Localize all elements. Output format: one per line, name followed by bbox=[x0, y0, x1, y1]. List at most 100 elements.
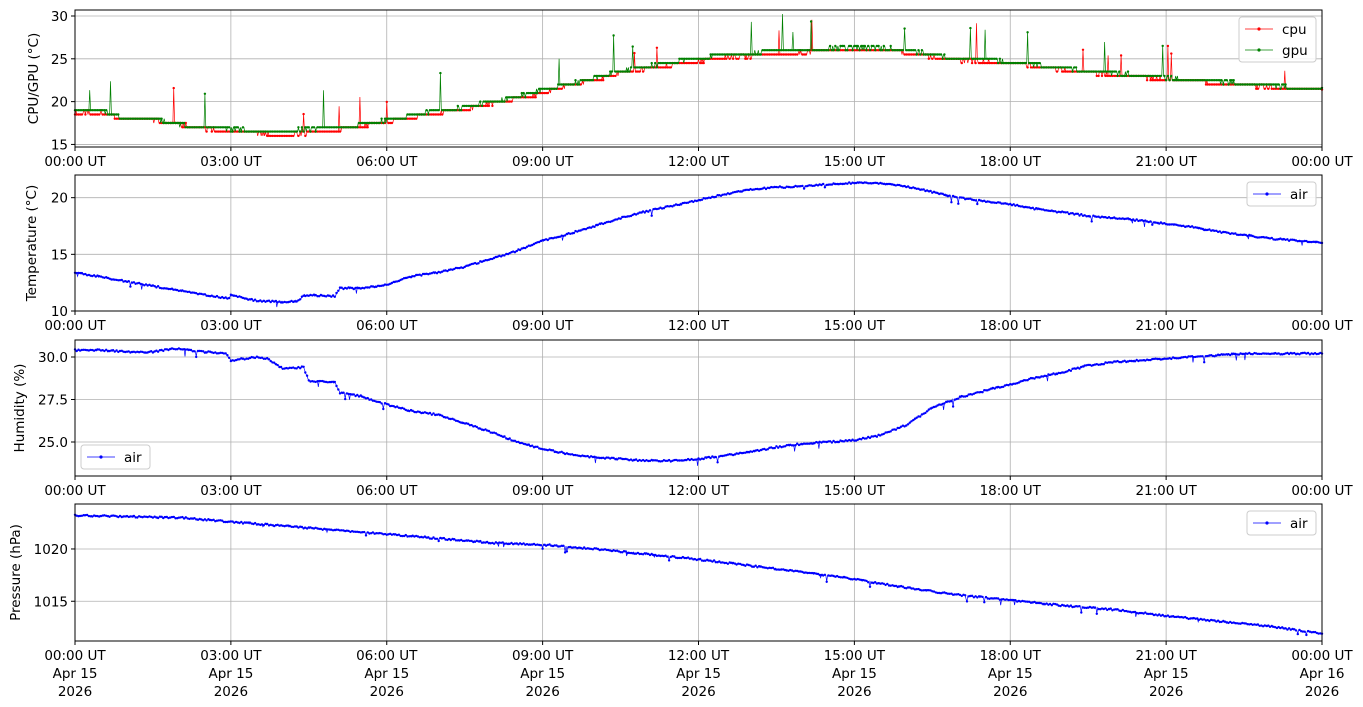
data-point bbox=[802, 442, 806, 445]
data-point bbox=[711, 53, 714, 56]
data-point bbox=[1017, 381, 1021, 384]
data-point bbox=[1047, 66, 1050, 69]
data-point bbox=[99, 109, 103, 112]
data-point bbox=[770, 446, 773, 449]
data-point bbox=[671, 61, 674, 65]
data-point bbox=[991, 386, 995, 390]
data-point bbox=[822, 440, 825, 443]
data-point bbox=[695, 458, 698, 461]
legend: air bbox=[1246, 510, 1317, 536]
data-point bbox=[650, 61, 653, 65]
data-point bbox=[686, 556, 690, 559]
data-point bbox=[1158, 613, 1161, 616]
data-point bbox=[1002, 385, 1005, 388]
data-point bbox=[1064, 66, 1067, 69]
data-point bbox=[809, 571, 813, 575]
data-point bbox=[1298, 353, 1301, 356]
data-point bbox=[162, 287, 165, 290]
data-point bbox=[399, 117, 402, 120]
data-point bbox=[85, 349, 89, 352]
data-point bbox=[94, 514, 98, 518]
data-point bbox=[115, 349, 118, 352]
data-point bbox=[286, 301, 290, 304]
data-point bbox=[1197, 226, 1201, 230]
data-point bbox=[669, 66, 672, 69]
data-point bbox=[667, 559, 671, 562]
data-point bbox=[162, 121, 165, 125]
data-point bbox=[1107, 70, 1111, 73]
data-point bbox=[179, 289, 182, 292]
data-point bbox=[811, 571, 814, 575]
data-point bbox=[550, 449, 553, 452]
data-point bbox=[113, 514, 117, 517]
data-point bbox=[820, 183, 823, 187]
x-tick-label-year: 2026 bbox=[681, 684, 715, 700]
data-point bbox=[1009, 202, 1012, 206]
data-point bbox=[875, 44, 879, 48]
data-point bbox=[712, 559, 716, 562]
data-point bbox=[323, 130, 326, 133]
data-point bbox=[660, 460, 664, 463]
data-point bbox=[912, 418, 915, 422]
data-point bbox=[806, 571, 809, 575]
data-point bbox=[764, 187, 768, 191]
data-point bbox=[912, 49, 915, 52]
data-point bbox=[94, 109, 98, 112]
data-point bbox=[643, 552, 646, 555]
data-point bbox=[1078, 367, 1081, 370]
data-point bbox=[835, 182, 839, 186]
panel-2: 00:00 UT 03:00 UT 06:00 UT 09:00 UT 12:00 UT… bbox=[24, 174, 1353, 334]
data-point bbox=[1267, 83, 1270, 86]
data-point bbox=[227, 356, 231, 359]
data-point bbox=[567, 83, 570, 86]
data-point bbox=[465, 422, 468, 425]
data-point bbox=[467, 109, 470, 112]
data-point bbox=[960, 57, 963, 60]
data-point bbox=[688, 458, 691, 462]
data-point bbox=[683, 459, 686, 462]
data-point bbox=[151, 284, 155, 287]
y-tick-label: 10 bbox=[51, 304, 68, 320]
data-point bbox=[210, 130, 213, 133]
data-point bbox=[1287, 352, 1291, 356]
data-point bbox=[150, 117, 153, 120]
data-point bbox=[470, 539, 473, 543]
data-point bbox=[615, 70, 619, 73]
data-point bbox=[281, 134, 284, 138]
data-point bbox=[536, 445, 539, 448]
data-point bbox=[738, 53, 742, 56]
data-point bbox=[91, 515, 94, 518]
data-point bbox=[463, 265, 466, 269]
data-point bbox=[747, 450, 750, 454]
x-tick-label: 21:00 UT bbox=[1135, 648, 1197, 664]
data-point bbox=[1171, 79, 1175, 82]
data-point bbox=[1159, 221, 1163, 224]
data-point bbox=[335, 528, 338, 531]
x-tick-label-date: Apr 15 bbox=[988, 666, 1033, 682]
data-point bbox=[338, 286, 342, 289]
data-point bbox=[634, 213, 638, 216]
data-point bbox=[344, 397, 347, 401]
data-point bbox=[979, 61, 982, 65]
data-point bbox=[839, 576, 842, 579]
data-point bbox=[520, 441, 523, 445]
data-point bbox=[508, 100, 511, 103]
data-point bbox=[146, 515, 149, 519]
data-point bbox=[404, 533, 407, 537]
data-point bbox=[501, 254, 504, 257]
data-point bbox=[886, 49, 889, 52]
x-tick-label: 03:00 UT bbox=[200, 318, 262, 334]
data-point bbox=[868, 182, 872, 185]
data-point bbox=[551, 449, 555, 452]
data-point bbox=[1279, 237, 1282, 240]
data-point bbox=[1118, 70, 1121, 73]
data-point bbox=[1029, 66, 1033, 69]
data-point bbox=[1074, 66, 1078, 69]
y-tick-label: 15 bbox=[51, 137, 68, 153]
data-point bbox=[506, 96, 510, 99]
data-point bbox=[754, 53, 757, 56]
data-point bbox=[144, 117, 148, 120]
data-point bbox=[1230, 79, 1234, 82]
x-tick-label: 06:00 UT bbox=[356, 483, 418, 499]
data-point bbox=[783, 49, 787, 52]
